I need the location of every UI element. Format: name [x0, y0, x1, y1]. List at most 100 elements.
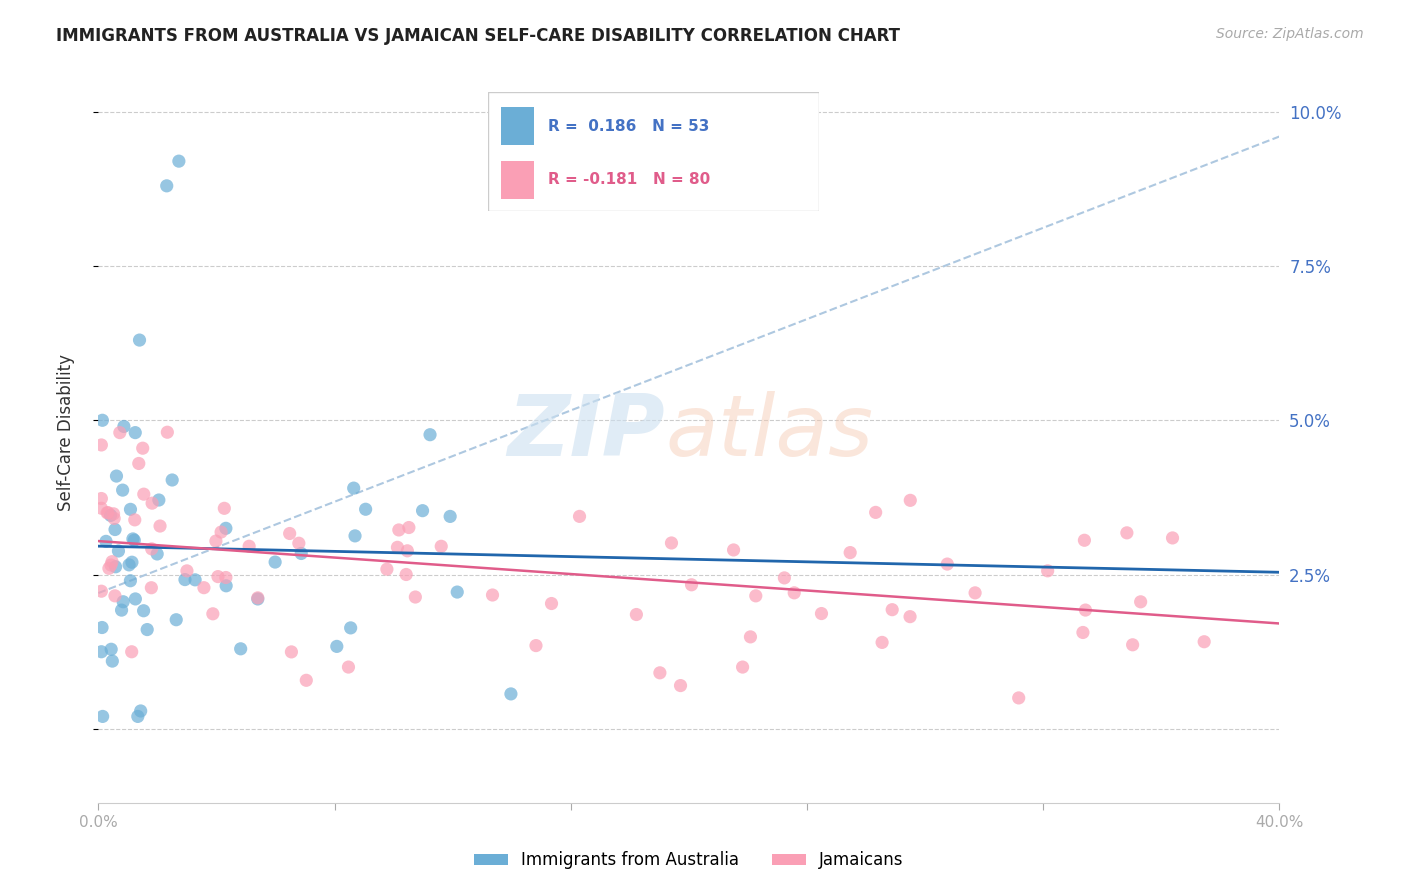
Text: IMMIGRANTS FROM AUSTRALIA VS JAMAICAN SELF-CARE DISABILITY CORRELATION CHART: IMMIGRANTS FROM AUSTRALIA VS JAMAICAN SE… — [56, 27, 900, 45]
Point — [90, 491, 112, 506]
Point — [412, 504, 434, 518]
Point — [124, 591, 146, 606]
Point — [626, 607, 648, 622]
Point — [110, 603, 132, 617]
Point — [446, 585, 468, 599]
Point — [1071, 625, 1094, 640]
Text: ZIP: ZIP — [508, 391, 665, 475]
Point — [167, 154, 190, 169]
Point — [398, 520, 420, 534]
Point — [90, 501, 112, 516]
Point — [129, 704, 152, 718]
Point — [404, 590, 426, 604]
Y-axis label: Self-Care Disability: Self-Care Disability — [56, 354, 75, 511]
Point — [201, 607, 224, 621]
Point — [229, 641, 252, 656]
Point — [882, 602, 904, 616]
Point — [97, 561, 120, 575]
Point — [568, 509, 591, 524]
Point — [745, 589, 768, 603]
Point — [141, 581, 163, 595]
Point — [121, 645, 143, 659]
Point — [132, 487, 155, 501]
Point — [128, 333, 150, 347]
Point — [100, 508, 122, 523]
Point — [481, 588, 503, 602]
Point — [395, 567, 418, 582]
Point — [184, 573, 207, 587]
Point — [1036, 564, 1059, 578]
Point — [810, 607, 832, 621]
Point — [193, 581, 215, 595]
Point — [146, 547, 169, 561]
Point — [174, 573, 197, 587]
Point — [1192, 634, 1215, 648]
Point — [104, 589, 127, 603]
Point — [156, 178, 179, 193]
Point — [141, 496, 163, 510]
Point — [681, 578, 703, 592]
Point — [215, 579, 238, 593]
Point — [118, 558, 141, 572]
Point — [1074, 603, 1097, 617]
Point — [375, 562, 398, 576]
Point — [132, 441, 155, 455]
Point — [112, 595, 135, 609]
Point — [278, 526, 301, 541]
Point — [280, 645, 302, 659]
Point — [120, 574, 142, 588]
Point — [264, 555, 287, 569]
Point — [288, 536, 311, 550]
Point — [731, 660, 754, 674]
Point — [124, 533, 146, 548]
Point — [207, 569, 229, 583]
Point — [246, 591, 269, 606]
Point — [165, 613, 187, 627]
Text: atlas: atlas — [665, 391, 873, 475]
Point — [90, 438, 112, 452]
Point — [215, 521, 238, 535]
Point — [430, 539, 453, 553]
Point — [91, 620, 114, 634]
Point — [205, 534, 228, 549]
Point — [773, 571, 796, 585]
Point — [148, 493, 170, 508]
Point — [648, 665, 671, 680]
Point — [936, 557, 959, 571]
Point — [160, 473, 183, 487]
Point — [124, 425, 146, 440]
Point — [343, 481, 366, 495]
Point — [238, 539, 260, 553]
Point — [90, 584, 112, 599]
Point — [122, 532, 145, 546]
Point — [783, 586, 806, 600]
Point — [104, 559, 127, 574]
Point — [136, 623, 159, 637]
Point — [1122, 638, 1144, 652]
Point — [100, 642, 122, 657]
Point — [100, 558, 122, 572]
Point — [740, 630, 762, 644]
Point — [540, 597, 562, 611]
Point — [723, 543, 745, 558]
Point — [149, 519, 172, 533]
Point — [865, 505, 887, 519]
Point — [105, 469, 128, 483]
Point — [215, 570, 238, 584]
Point — [107, 544, 129, 558]
Point — [339, 621, 361, 635]
Point — [103, 511, 125, 525]
Point — [209, 524, 232, 539]
Point — [499, 687, 522, 701]
Point — [124, 513, 146, 527]
Point — [97, 506, 120, 520]
Point — [103, 507, 125, 521]
Point — [1008, 690, 1031, 705]
Point — [669, 679, 692, 693]
Point — [101, 555, 124, 569]
Point — [439, 509, 461, 524]
Point — [326, 640, 349, 654]
Point — [870, 635, 893, 649]
Point — [387, 541, 409, 555]
Point — [176, 564, 198, 578]
